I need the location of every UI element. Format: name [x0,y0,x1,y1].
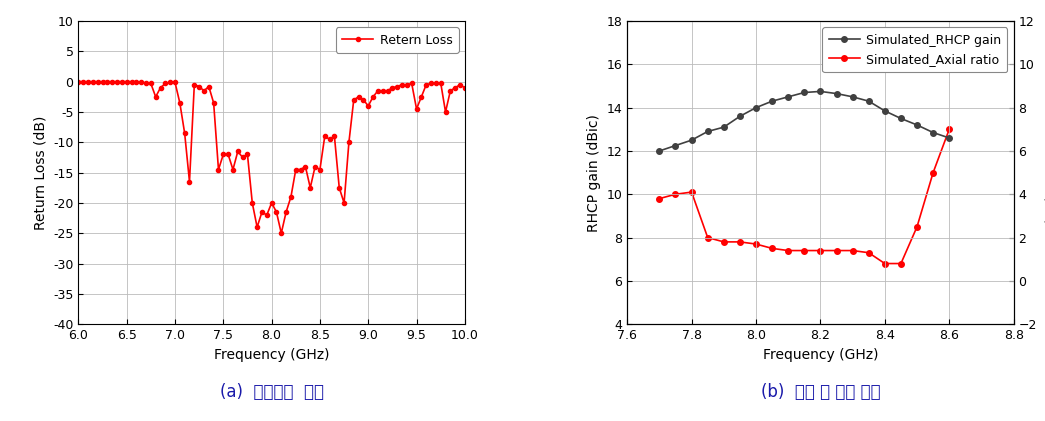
Retern Loss [319,134,331,139]
Line: Simulated_Axial ratio: Simulated_Axial ratio [656,127,952,266]
Simulated_Axial ratio [782,248,794,253]
Simulated_RHCP gain [911,123,924,128]
Text: (b)  이득 및 축비 특성: (b) 이득 및 축비 특성 [761,383,880,401]
Simulated_Axial ratio [798,248,811,253]
Simulated_Axial ratio [911,224,924,229]
Retern Loss [391,84,403,89]
Simulated_Axial ratio [669,192,681,197]
Retern Loss [289,167,302,172]
Simulated_RHCP gain [669,143,681,148]
Simulated_Axial ratio [734,240,746,245]
Simulated_Axial ratio [846,248,859,253]
Y-axis label: Return Loss (dB): Return Loss (dB) [33,115,48,230]
Simulated_Axial ratio [943,127,955,132]
Retern Loss [424,81,437,86]
Y-axis label: Axial ratio (dB): Axial ratio (dB) [1042,120,1045,225]
Simulated_RHCP gain [766,99,779,104]
Simulated_Axial ratio [686,189,698,195]
Simulated_Axial ratio [927,170,939,175]
Legend: Retern Loss: Retern Loss [335,27,459,53]
Simulated_Axial ratio [749,242,762,247]
Simulated_Axial ratio [830,248,842,253]
Simulated_Axial ratio [879,261,891,266]
Simulated_RHCP gain [749,105,762,110]
Simulated_RHCP gain [846,94,859,99]
Simulated_Axial ratio [701,235,714,240]
Line: Retern Loss: Retern Loss [76,80,467,235]
Simulated_Axial ratio [814,248,827,253]
Simulated_RHCP gain [895,116,907,121]
Simulated_RHCP gain [862,99,875,104]
Simulated_RHCP gain [943,136,955,141]
Simulated_RHCP gain [734,114,746,119]
Simulated_Axial ratio [766,246,779,251]
Simulated_RHCP gain [718,125,730,130]
Retern Loss [275,231,287,236]
Text: (a)  반사손실  특성: (a) 반사손실 특성 [219,383,324,401]
X-axis label: Frequency (GHz): Frequency (GHz) [763,348,878,362]
Simulated_RHCP gain [879,108,891,113]
Retern Loss [411,107,423,112]
Retern Loss [362,104,374,109]
Simulated_RHCP gain [814,89,827,94]
X-axis label: Frequency (GHz): Frequency (GHz) [214,348,329,362]
Legend: Simulated_RHCP gain, Simulated_Axial ratio: Simulated_RHCP gain, Simulated_Axial rat… [822,27,1007,72]
Simulated_RHCP gain [927,130,939,135]
Simulated_RHCP gain [701,129,714,134]
Simulated_RHCP gain [782,94,794,99]
Simulated_Axial ratio [895,261,907,266]
Retern Loss [459,85,471,90]
Simulated_RHCP gain [830,91,842,96]
Simulated_Axial ratio [862,250,875,255]
Line: Simulated_RHCP gain: Simulated_RHCP gain [656,89,952,154]
Simulated_RHCP gain [798,90,811,95]
Simulated_Axial ratio [653,196,666,201]
Retern Loss [72,79,85,84]
Simulated_Axial ratio [718,240,730,245]
Simulated_RHCP gain [686,138,698,143]
Y-axis label: RHCP gain (dBic): RHCP gain (dBic) [587,114,601,232]
Simulated_RHCP gain [653,149,666,154]
